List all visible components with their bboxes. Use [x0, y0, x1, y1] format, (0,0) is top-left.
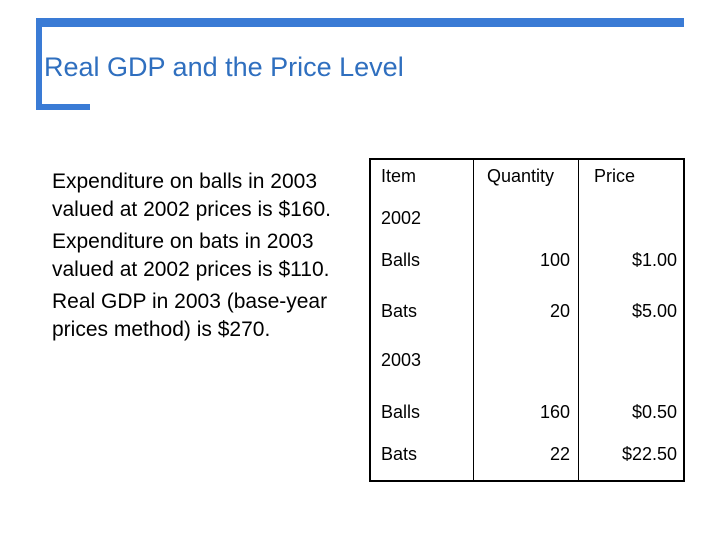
row-2003-balls-quantity: 160 [539, 402, 570, 422]
row-2002-bats-price: $5.00 [631, 301, 677, 321]
row-2003-bats-price: $22.50 [621, 444, 677, 464]
table-divider-2 [578, 158, 579, 482]
header-item: Item [381, 166, 417, 186]
paragraph-balls: Expenditure on balls in 2003 valued at 2… [52, 170, 332, 221]
header-price: Price [594, 166, 636, 186]
row-2002-balls-quantity: 100 [539, 250, 570, 270]
row-2002-bats-item: Bats [381, 301, 418, 321]
row-2003-balls-item: Balls [381, 402, 421, 422]
table-divider-1 [473, 158, 474, 482]
table-border-left [369, 158, 371, 482]
price-quantity-table: Item Quantity Price 2002 Balls 100 $1.00… [369, 158, 685, 482]
year-2003-label: 2003 [381, 350, 422, 370]
paragraph-bats: Expenditure on bats in 2003 valued at 20… [52, 230, 330, 281]
explanation-text: Expenditure on balls in 2003 valued at 2… [52, 168, 357, 348]
row-2003-bats-quantity: 22 [549, 444, 570, 464]
decorative-left-bar [36, 18, 42, 108]
table-border-right [683, 158, 685, 482]
decorative-top-bar [36, 18, 684, 27]
header-quantity: Quantity [487, 166, 555, 186]
row-2003-balls-price: $0.50 [631, 402, 677, 422]
decorative-bottom-bar [36, 104, 90, 110]
row-2002-bats-quantity: 20 [549, 301, 570, 321]
table-border-bottom [369, 480, 685, 482]
paragraph-real-gdp: Real GDP in 2003 (base-year prices metho… [52, 290, 328, 341]
year-2002-label: 2002 [381, 208, 422, 228]
table-border-top [369, 158, 685, 160]
row-2003-bats-item: Bats [381, 444, 418, 464]
row-2002-balls-item: Balls [381, 250, 421, 270]
slide-title: Real GDP and the Price Level [44, 52, 404, 82]
row-2002-balls-price: $1.00 [631, 250, 677, 270]
